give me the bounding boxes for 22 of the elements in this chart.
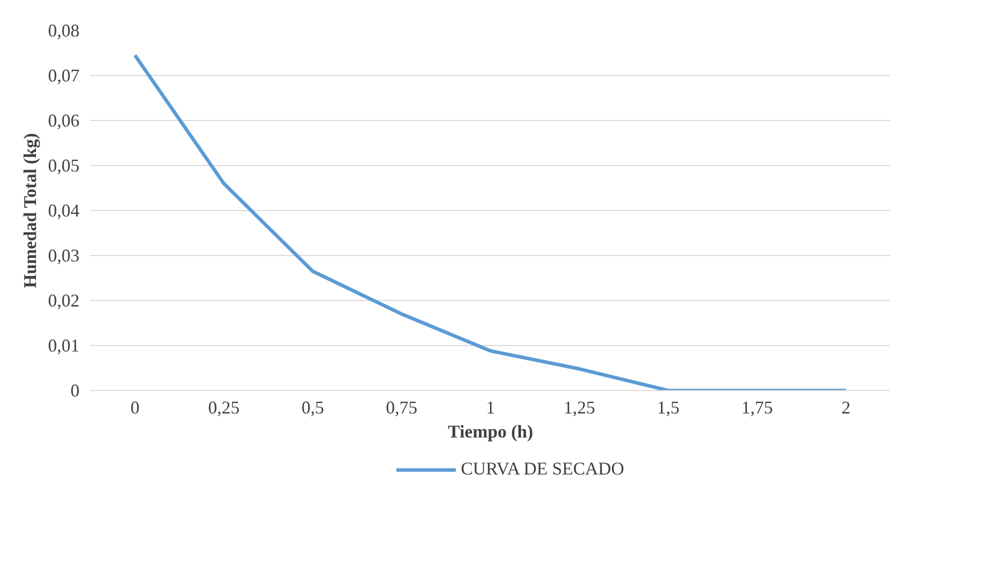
y-tick-label: 0,02 bbox=[48, 290, 80, 310]
x-tick-label: 1,5 bbox=[657, 398, 680, 418]
y-tick-label: 0,05 bbox=[48, 156, 80, 176]
y-tick-label: 0,01 bbox=[48, 336, 80, 356]
y-tick-label: 0,03 bbox=[48, 246, 80, 266]
x-tick-label: 0,75 bbox=[386, 398, 418, 418]
x-tick-label: 1,25 bbox=[564, 398, 596, 418]
x-tick-label: 0 bbox=[130, 398, 140, 418]
x-tick-label: 1 bbox=[486, 398, 495, 418]
x-axis-title: Tiempo (h) bbox=[448, 422, 534, 442]
y-tick-label: 0,07 bbox=[48, 66, 80, 86]
y-tick-label: 0,04 bbox=[48, 200, 80, 220]
x-tick-label: 2 bbox=[842, 398, 851, 418]
y-tick-label: 0,06 bbox=[48, 110, 80, 130]
y-axis-title: Humedad Total (kg) bbox=[20, 133, 40, 288]
y-tick-label: 0,08 bbox=[48, 20, 80, 40]
x-tick-label: 0,5 bbox=[301, 398, 324, 418]
x-tick-label: 1,75 bbox=[741, 398, 773, 418]
line-series bbox=[133, 54, 848, 390]
legend-label: CURVA DE SECADO bbox=[460, 458, 624, 480]
y-tick-label: 0 bbox=[70, 380, 80, 400]
x-tick-label: 0,25 bbox=[208, 398, 240, 418]
